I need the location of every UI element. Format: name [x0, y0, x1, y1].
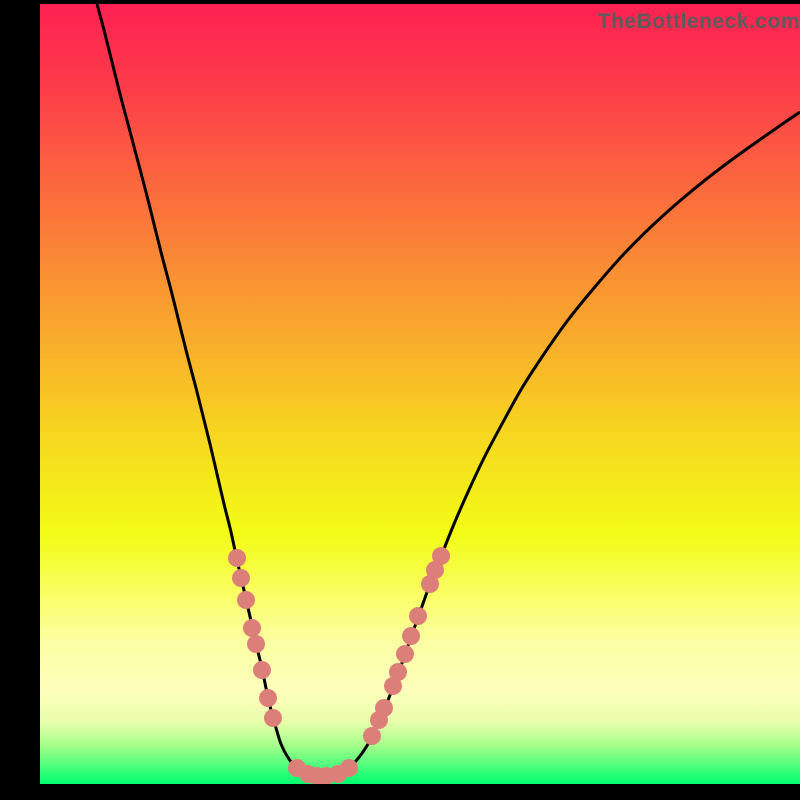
data-marker — [396, 645, 414, 663]
data-marker — [232, 569, 250, 587]
data-marker — [389, 663, 407, 681]
data-marker — [264, 709, 282, 727]
data-marker — [237, 591, 255, 609]
data-markers — [228, 547, 450, 784]
data-marker — [340, 759, 358, 777]
v-curve — [97, 4, 800, 776]
data-marker — [409, 607, 427, 625]
watermark-text: TheBottleneck.com — [598, 10, 800, 34]
data-marker — [243, 619, 261, 637]
data-marker — [363, 727, 381, 745]
chart-container: TheBottleneck.com — [0, 0, 800, 800]
data-marker — [253, 661, 271, 679]
data-marker — [432, 547, 450, 565]
data-marker — [228, 549, 246, 567]
data-marker — [247, 635, 265, 653]
data-marker — [259, 689, 277, 707]
curve-layer — [40, 4, 800, 784]
plot-area: TheBottleneck.com — [40, 4, 800, 784]
data-marker — [402, 627, 420, 645]
data-marker — [375, 699, 393, 717]
